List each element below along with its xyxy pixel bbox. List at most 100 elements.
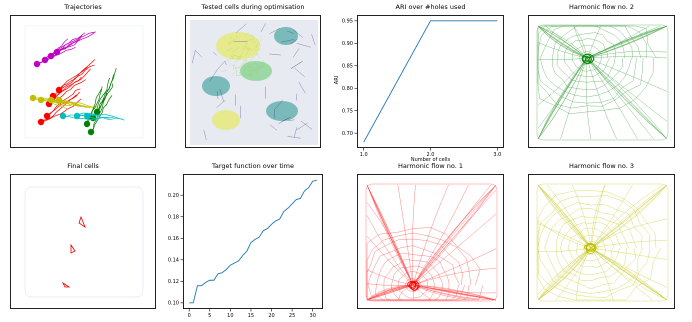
flow-ray	[366, 283, 414, 286]
mesh-edge	[281, 39, 294, 43]
target-title: Target function over time	[211, 162, 295, 170]
mesh-edge	[234, 58, 241, 64]
trajectory-start	[47, 52, 55, 60]
mesh-edge	[281, 117, 291, 122]
harmonic-3-panel: Harmonic flow no. 3	[528, 162, 675, 309]
arena-outline	[24, 186, 144, 298]
mesh-edge	[296, 122, 308, 130]
mesh-edge	[290, 61, 303, 69]
flow-ray	[586, 50, 668, 59]
trajectory-start	[37, 96, 45, 104]
mesh-edge	[287, 136, 301, 139]
final-cells-title: Final cells	[67, 162, 99, 170]
flow-loop	[556, 32, 616, 83]
harmonic-1-panel: Harmonic flow no. 1	[357, 162, 504, 309]
flow-ray	[412, 184, 497, 286]
mesh-edge	[228, 54, 235, 61]
flow-ray	[590, 184, 668, 249]
y-tick-label: 0.10	[168, 301, 179, 307]
mesh-edge	[244, 63, 251, 66]
trajectory-start	[73, 112, 81, 120]
final-cells-panel: Final cells	[10, 162, 156, 309]
mesh-edge	[192, 50, 196, 64]
mesh-edge	[259, 35, 262, 38]
mesh-edge	[209, 69, 218, 82]
mesh-edge	[246, 39, 252, 42]
mesh-edge	[241, 73, 245, 75]
mesh-edge	[231, 55, 234, 61]
flow-ray	[537, 57, 588, 140]
x-tick-label: 3.0	[493, 152, 501, 158]
mesh-edge	[245, 46, 249, 50]
x-tick-label: 0	[188, 313, 191, 319]
mesh-edge	[274, 99, 284, 110]
flow-ray	[412, 189, 497, 286]
flow-loop	[390, 265, 436, 301]
flow-ray	[537, 57, 588, 106]
trajectory-path	[96, 67, 117, 113]
trajectories-frame	[10, 15, 156, 148]
flow-loop	[405, 278, 421, 292]
flow-ray	[586, 57, 638, 140]
flow-web	[536, 24, 669, 141]
mesh-edge	[269, 53, 281, 56]
mesh-edge	[269, 124, 278, 131]
flow-ray	[590, 184, 668, 249]
flow-ray	[366, 184, 414, 286]
mesh-edge	[242, 59, 248, 62]
ari-panel: ARI over #holes used 0.70 0.75 0.80 0.85 0.9…	[334, 3, 504, 163]
mesh-edge	[249, 34, 255, 37]
mesh-edge	[247, 47, 253, 51]
flow-ray	[585, 57, 591, 140]
mesh-edge	[257, 40, 261, 46]
trajectory-start	[83, 112, 91, 120]
trajectory-start	[55, 96, 63, 104]
flow-ray	[590, 247, 668, 301]
flow-ray	[586, 57, 668, 92]
ari-xlabel: Number of cells	[410, 157, 451, 163]
flow-ray	[586, 56, 668, 59]
trajectory-path	[58, 64, 95, 91]
flow-ray	[586, 57, 654, 140]
trajectory-path	[62, 112, 101, 117]
mesh-edge	[212, 51, 217, 56]
flow-ray	[366, 215, 414, 286]
mesh-edge	[255, 43, 259, 49]
mesh-edge	[228, 39, 235, 45]
mesh-edge	[294, 68, 305, 77]
flow-ray	[537, 57, 588, 140]
flow-web	[536, 183, 669, 302]
mesh-edge	[236, 23, 247, 33]
y-tick-label: 0.14	[168, 258, 179, 264]
trajectory-path	[36, 38, 68, 65]
trajectory-start	[87, 128, 95, 136]
flow-ray	[586, 57, 668, 122]
flow-loop	[537, 190, 662, 301]
flow-ray	[590, 218, 668, 249]
flow-ray	[537, 42, 588, 59]
mesh-edge	[220, 70, 228, 72]
mesh-edge	[243, 59, 251, 63]
flow-ray	[537, 184, 592, 249]
trajectory-start	[47, 96, 55, 104]
flow-ray	[412, 267, 497, 286]
flow-web	[365, 183, 498, 302]
mesh-edge	[231, 72, 236, 76]
y-tick-label: 0.18	[168, 214, 179, 220]
flow-ray	[537, 25, 588, 59]
trajectory-start	[43, 112, 51, 120]
harmonic-1-plot	[365, 183, 498, 302]
mesh-edge	[261, 60, 264, 66]
mesh-edge	[253, 37, 259, 43]
flow-ray	[412, 184, 416, 286]
harmonic-2-plot	[536, 24, 669, 141]
flow-center-loop	[585, 242, 596, 251]
trajectory-path	[86, 115, 125, 121]
mesh-edge	[242, 61, 247, 65]
flow-ray	[412, 184, 449, 286]
harmonic-1-frame	[357, 174, 504, 309]
trajectory-start	[53, 48, 61, 56]
flow-ray	[412, 284, 497, 301]
trajectory-path	[62, 115, 97, 121]
mesh-edge	[249, 68, 257, 75]
